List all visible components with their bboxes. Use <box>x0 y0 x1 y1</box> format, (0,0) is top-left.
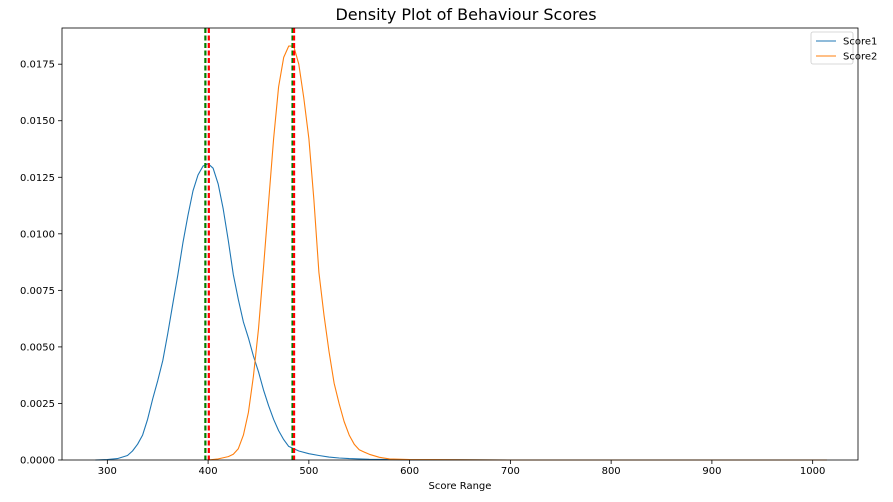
x-axis-label: Score Range <box>429 481 492 492</box>
axes-frame <box>61 27 859 461</box>
y-tick-label: 0.0175 <box>20 60 55 71</box>
y-tick-label: 0.0025 <box>20 399 55 410</box>
y-tick-label: 0.0100 <box>20 229 55 240</box>
series-line-score2 <box>208 45 827 461</box>
x-axis-ticks: 300 400 500 600 700 800 900 1000 <box>98 460 825 477</box>
x-tick-label: 900 <box>702 466 721 477</box>
x-tick-label: 1000 <box>800 466 825 477</box>
y-tick-label: 0.0125 <box>20 173 55 184</box>
x-tick-label: 500 <box>299 466 318 477</box>
x-tick-label: 400 <box>199 466 218 477</box>
x-tick-label: 700 <box>501 466 520 477</box>
chart-title: Density Plot of Behaviour Scores <box>335 5 596 24</box>
y-tick-label: 0.0000 <box>20 456 55 467</box>
plot-area <box>95 45 827 461</box>
y-tick-label: 0.0050 <box>20 342 55 353</box>
legend: Score1 Score2 <box>810 31 877 65</box>
y-tick-label: 0.0150 <box>20 116 55 127</box>
legend-label-score1: Score1 <box>843 37 877 48</box>
legend-label-score2: Score2 <box>843 52 877 63</box>
series-line-score1 <box>95 163 827 461</box>
mean-median-lines <box>204 28 296 460</box>
x-tick-label: 300 <box>98 466 117 477</box>
x-tick-label: 600 <box>400 466 419 477</box>
x-tick-label: 800 <box>602 466 621 477</box>
y-tick-label: 0.0075 <box>20 286 55 297</box>
y-axis-ticks: 0.0000 0.0025 0.0050 0.0075 0.0100 0.0125 0.01… <box>20 60 62 467</box>
